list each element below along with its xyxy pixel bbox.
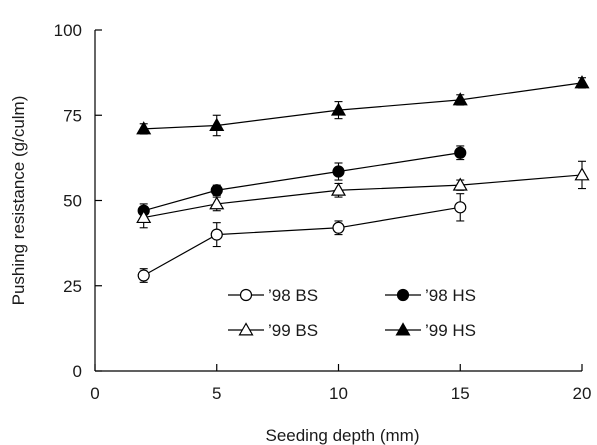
legend-label: ’98 BS xyxy=(268,286,318,305)
series-1 xyxy=(137,145,467,219)
data-point xyxy=(332,165,345,178)
x-tick-label: 10 xyxy=(329,384,348,403)
x-axis-label: Seeding depth (mm) xyxy=(265,426,419,445)
data-point xyxy=(452,177,468,191)
data-point xyxy=(137,269,150,282)
legend-item: ’98 BS xyxy=(228,286,318,305)
legend-marker xyxy=(396,288,410,302)
x-tick-label: 5 xyxy=(212,384,221,403)
data-point xyxy=(209,117,225,131)
data-point xyxy=(332,221,345,234)
data-point xyxy=(330,102,347,116)
x-tick-label: 0 xyxy=(90,384,99,403)
legend-item: ’99 BS xyxy=(228,321,318,340)
series-2 xyxy=(136,160,590,229)
x-tick-label: 15 xyxy=(451,384,470,403)
data-point xyxy=(209,196,225,210)
series-line xyxy=(143,174,583,219)
legend: ’98 BS ’98 HS ’99 BS ’99 HS xyxy=(228,286,476,340)
data-point xyxy=(452,92,468,106)
legend-marker xyxy=(238,322,254,336)
series-line xyxy=(143,82,583,130)
legend-marker xyxy=(395,322,411,336)
legend-label: ’98 HS xyxy=(425,286,476,305)
data-point xyxy=(330,182,347,196)
y-tick-label: 50 xyxy=(63,192,82,211)
legend-label: ’99 HS xyxy=(425,321,476,340)
series-0 xyxy=(137,193,467,283)
legend-item: ’98 HS xyxy=(385,286,476,305)
data-point xyxy=(454,201,467,214)
series-layer xyxy=(136,75,590,283)
data-point xyxy=(136,121,152,135)
y-tick-label: 0 xyxy=(73,362,82,381)
y-axis-label: Pushing resistance (g/culm) xyxy=(9,96,28,306)
series-line xyxy=(143,206,461,277)
legend-marker xyxy=(239,288,253,302)
y-tick-label: 25 xyxy=(63,277,82,296)
data-point xyxy=(210,228,223,241)
x-axis-ticks: 0 5 10 15 20 xyxy=(90,364,591,403)
series-line xyxy=(143,152,461,212)
y-tick-label: 100 xyxy=(54,21,82,40)
axes xyxy=(94,30,582,372)
legend-item: ’99 HS xyxy=(385,321,476,340)
x-tick-label: 20 xyxy=(573,384,592,403)
data-point xyxy=(210,184,223,197)
data-point xyxy=(574,75,590,89)
data-point xyxy=(454,146,467,159)
data-point xyxy=(136,209,152,224)
data-point xyxy=(574,167,590,181)
y-tick-label: 75 xyxy=(63,106,82,125)
y-axis-ticks: 0 25 50 75 100 xyxy=(54,21,102,381)
legend-label: ’99 BS xyxy=(268,321,318,340)
series-3 xyxy=(136,75,590,137)
